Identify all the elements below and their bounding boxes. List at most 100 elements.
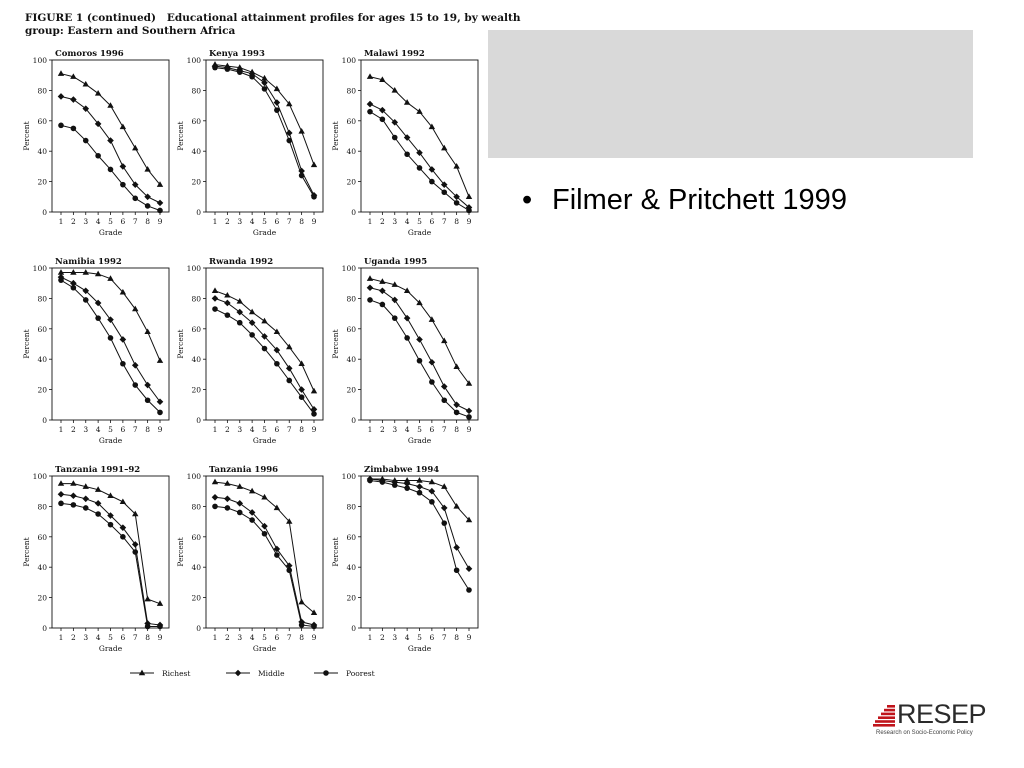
chart-title: Tanzania 1996 [209,465,278,475]
y-axis-label: Percent [176,537,185,566]
data-point-richest [57,269,65,275]
data-point-richest [403,287,411,293]
x-tick-label: 4 [96,425,101,434]
y-tick-label: 80 [37,294,47,303]
data-point-middle [440,383,448,390]
series-line-richest [214,290,315,392]
data-point-poorest [249,517,255,523]
data-point-richest [132,305,139,312]
data-point-poorest [236,69,243,75]
x-tick-label: 4 [405,425,410,434]
y-tick-label: 80 [346,86,356,95]
chart-panel: Tanzania 1991–92 0 20 40 60 80 100 1 2 3 4 5 6 7 8 9 Gra… [22,465,170,653]
data-point-richest [211,478,219,485]
bullet-point: • Filmer & Pritchett 1999 [522,184,847,217]
y-axis-label: Percent [22,329,31,358]
data-point-richest [82,269,89,275]
y-tick-label: 80 [346,294,356,303]
data-point-richest [416,477,423,483]
data-point-poorest [311,411,317,417]
chart-frame [360,59,479,213]
y-tick-label: 80 [191,502,201,511]
data-point-richest [144,328,151,335]
legend-marker-circle [323,670,329,676]
data-point-middle [453,401,460,409]
legend: Richest Middle Poorest [130,669,375,678]
data-point-middle [261,522,268,530]
chart-frame [360,475,479,629]
chart-panel: Namibia 1992 0 20 40 60 80 100 1 2 3 4 5 6 7 8 9 Grade Pe… [22,257,170,445]
x-tick-label: 4 [250,633,255,642]
x-tick-label: 1 [368,425,373,434]
x-tick-label: 9 [158,425,163,434]
data-point-richest [465,380,473,386]
x-tick-label: 1 [213,217,218,226]
y-tick-label: 20 [37,178,47,187]
series-line-middle [369,287,470,412]
y-axis-label: Percent [331,329,340,358]
data-point-middle [273,545,281,553]
x-tick-label: 8 [299,217,304,226]
data-point-poorest [95,152,101,159]
data-point-poorest [441,189,448,196]
data-point-middle [82,105,90,112]
data-point-middle [440,504,448,512]
x-axis-label: Grade [408,228,432,237]
x-tick-label: 6 [429,633,434,642]
data-point-middle [273,346,281,354]
x-tick-label: 8 [454,425,459,434]
data-point-richest [70,73,77,79]
data-point-richest [441,483,448,489]
y-tick-label: 0 [42,416,47,425]
series-line-poorest [60,279,161,413]
y-tick-label: 100 [342,472,357,481]
x-tick-label: 6 [429,217,434,226]
data-point-richest [261,493,268,500]
data-point-poorest [298,172,305,179]
chart-frame [360,267,479,421]
y-axis-label: Percent [22,537,31,566]
data-point-middle [285,365,293,372]
data-point-poorest [95,315,101,321]
data-point-richest [403,477,411,483]
data-point-middle [119,336,127,343]
x-tick-label: 1 [59,217,64,226]
data-point-richest [366,73,374,79]
data-point-richest [144,595,151,602]
data-point-poorest [404,335,410,341]
data-point-richest [441,337,448,344]
data-point-poorest [107,166,114,173]
data-point-middle [416,483,423,490]
data-point-poorest [286,567,293,574]
data-point-middle [465,407,473,415]
data-point-richest [298,360,305,366]
data-point-richest [428,123,436,130]
y-tick-label: 0 [351,416,356,425]
data-point-richest [416,299,423,306]
y-tick-label: 0 [351,208,356,217]
y-tick-label: 80 [37,86,47,95]
data-point-poorest [404,485,410,491]
data-point-poorest [120,181,126,188]
x-tick-label: 4 [250,217,255,226]
data-point-middle [156,398,164,406]
chart-panel: Kenya 1993 0 20 40 60 80 100 1 2 3 4 5 6 7 8 9 Grade Perc… [176,49,324,237]
data-point-richest [119,288,127,295]
y-tick-label: 20 [191,178,201,187]
x-axis-label: Grade [408,644,432,653]
data-point-middle [248,319,256,327]
y-tick-label: 60 [346,533,356,542]
data-point-poorest [466,207,472,214]
data-point-richest [132,510,139,517]
chart-frame [51,475,170,629]
data-point-richest [94,90,102,96]
data-point-richest [428,316,436,322]
data-point-poorest [132,382,139,388]
data-point-poorest [441,520,448,526]
y-tick-label: 40 [191,355,201,364]
data-point-poorest [274,360,280,367]
series-line-richest [369,76,470,197]
legend-label: Middle [258,669,285,678]
y-axis-label: Percent [176,329,185,358]
chart-panel: Rwanda 1992 0 20 40 60 80 100 1 2 3 4 5 6 7 8 9 Grade Per… [176,257,324,445]
